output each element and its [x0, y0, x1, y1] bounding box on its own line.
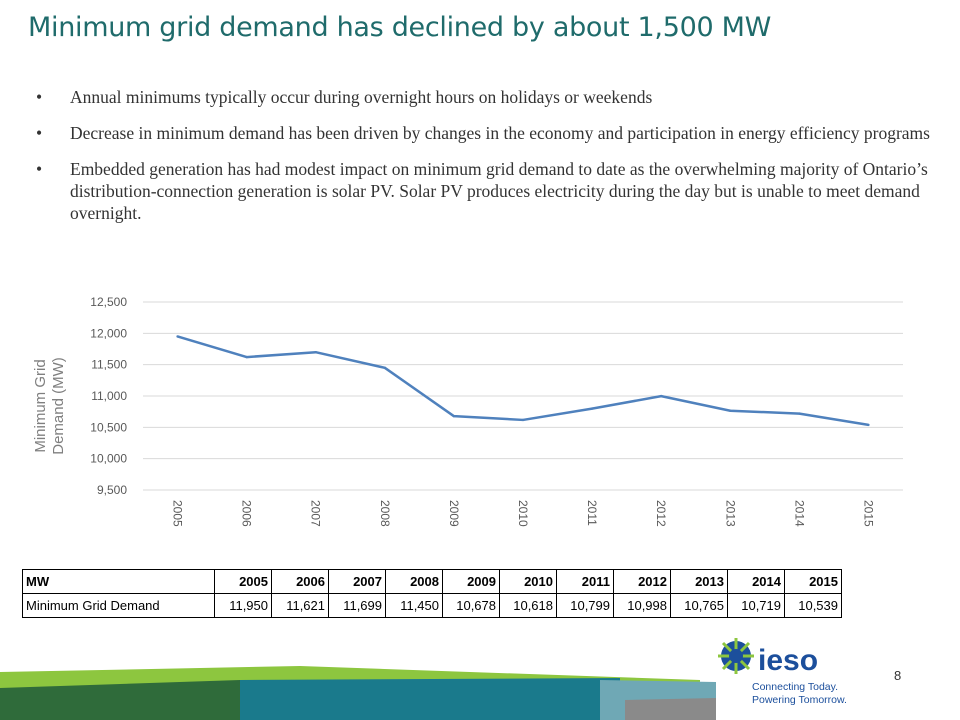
bullet-list: • Annual minimums typically occur during …: [36, 86, 948, 238]
table-cell: 11,621: [271, 593, 329, 618]
footer-grey-band: [625, 698, 716, 720]
series-line: [177, 335, 869, 427]
bullet-glyph: •: [36, 123, 43, 143]
bullet-glyph: •: [36, 87, 43, 107]
bullet-text: Decrease in minimum demand has been driv…: [70, 123, 930, 143]
data-point: [867, 423, 870, 427]
x-tick-label: 2011: [585, 500, 599, 526]
table-header-cell: 2011: [556, 569, 614, 594]
table-cell: 11,450: [385, 593, 443, 618]
table-cell: 10,719: [727, 593, 785, 618]
logo-tagline-1: Connecting Today.: [752, 681, 838, 693]
x-tick-label: 2013: [723, 500, 737, 527]
table-cell: 10,765: [670, 593, 728, 618]
data-point: [729, 409, 732, 412]
ieso-logo: ieso Connecting Today. Powering Tomorrow…: [706, 638, 856, 708]
y-tick-label: 12,500: [90, 295, 127, 309]
x-tick-label: 2008: [378, 500, 392, 527]
data-point: [314, 350, 317, 354]
table-row: Minimum Grid Demand 11,950 11,621 11,699…: [22, 593, 842, 618]
table-cell: 11,699: [328, 593, 386, 618]
data-point: [590, 407, 594, 410]
ieso-logo-mark: ieso Connecting Today. Powering Tomorrow…: [718, 638, 847, 706]
table-cell: 10,678: [442, 593, 500, 618]
table-cell: 10,539: [784, 593, 842, 618]
x-tick-label: 2005: [171, 500, 185, 527]
y-tick-label: 12,000: [90, 326, 127, 340]
table-cell: 10,618: [499, 593, 557, 618]
x-tick-label: 2007: [309, 500, 323, 527]
x-tick-label: 2009: [447, 500, 461, 527]
footer-teal-band: [240, 678, 620, 720]
table-cell: 11,950: [214, 593, 272, 618]
y-tick-label: 11,500: [91, 358, 127, 372]
table-header-cell: 2010: [499, 569, 557, 594]
footer-dark-green-band: [0, 680, 240, 720]
table-header-cell: 2009: [442, 569, 500, 594]
table-cell: Minimum Grid Demand: [22, 593, 215, 618]
table-header-cell: MW: [22, 569, 215, 594]
table-header-cell: 2006: [271, 569, 329, 594]
x-tick-label: 2014: [792, 500, 806, 527]
table-header-cell: 2013: [670, 569, 728, 594]
logo-wordmark: ieso: [758, 644, 818, 677]
table-cell: 10,998: [613, 593, 671, 618]
data-point: [452, 414, 456, 418]
y-tick-label: 10,500: [90, 420, 127, 434]
x-tick-label: 2012: [654, 500, 668, 527]
data-point: [521, 418, 525, 422]
table-header-cell: 2012: [613, 569, 671, 594]
data-table: MW 2005 2006 2007 2008 2009 2010 2011 20…: [22, 569, 842, 618]
bullet-text: Embedded generation has had modest impac…: [70, 159, 928, 223]
x-tick-label: 2006: [240, 500, 254, 527]
bullet-item: • Decrease in minimum demand has been dri…: [36, 122, 948, 144]
bullet-text: Annual minimums typically occur during o…: [70, 87, 653, 107]
data-point: [176, 335, 179, 338]
table-header-cell: 2007: [328, 569, 386, 594]
bullet-item: • Annual minimums typically occur during …: [36, 86, 948, 108]
x-tick-label: 2015: [861, 500, 875, 527]
table-header-row: MW 2005 2006 2007 2008 2009 2010 2011 20…: [22, 569, 842, 594]
y-axis-label: Minimum GridDemand (MW): [32, 357, 67, 455]
data-point: [245, 355, 248, 359]
table-header-cell: 2005: [214, 569, 272, 594]
y-tick-label: 10,000: [90, 452, 127, 466]
data-point: [798, 412, 801, 415]
y-tick-label: 11,000: [91, 389, 127, 403]
table-header-cell: 2015: [784, 569, 842, 594]
table-cell: 10,799: [556, 593, 614, 618]
logo-tagline-2: Powering Tomorrow.: [752, 694, 847, 706]
data-point: [659, 394, 663, 398]
bullet-glyph: •: [36, 159, 43, 179]
y-tick-label: 9,500: [97, 483, 127, 497]
slide-title: Minimum grid demand has declined by abou…: [28, 12, 772, 43]
footer-decoration: [0, 666, 716, 720]
table-header-cell: 2008: [385, 569, 443, 594]
line-chart: 9,500 10,000 10,500 11,000 11,500 12,000 12,50…: [32, 295, 903, 527]
data-point: [383, 366, 387, 369]
x-tick-label: 2010: [516, 500, 530, 527]
page-number: 8: [894, 668, 902, 683]
table-header-cell: 2014: [727, 569, 785, 594]
bullet-item: • Embedded generation has had modest impa…: [36, 158, 948, 224]
